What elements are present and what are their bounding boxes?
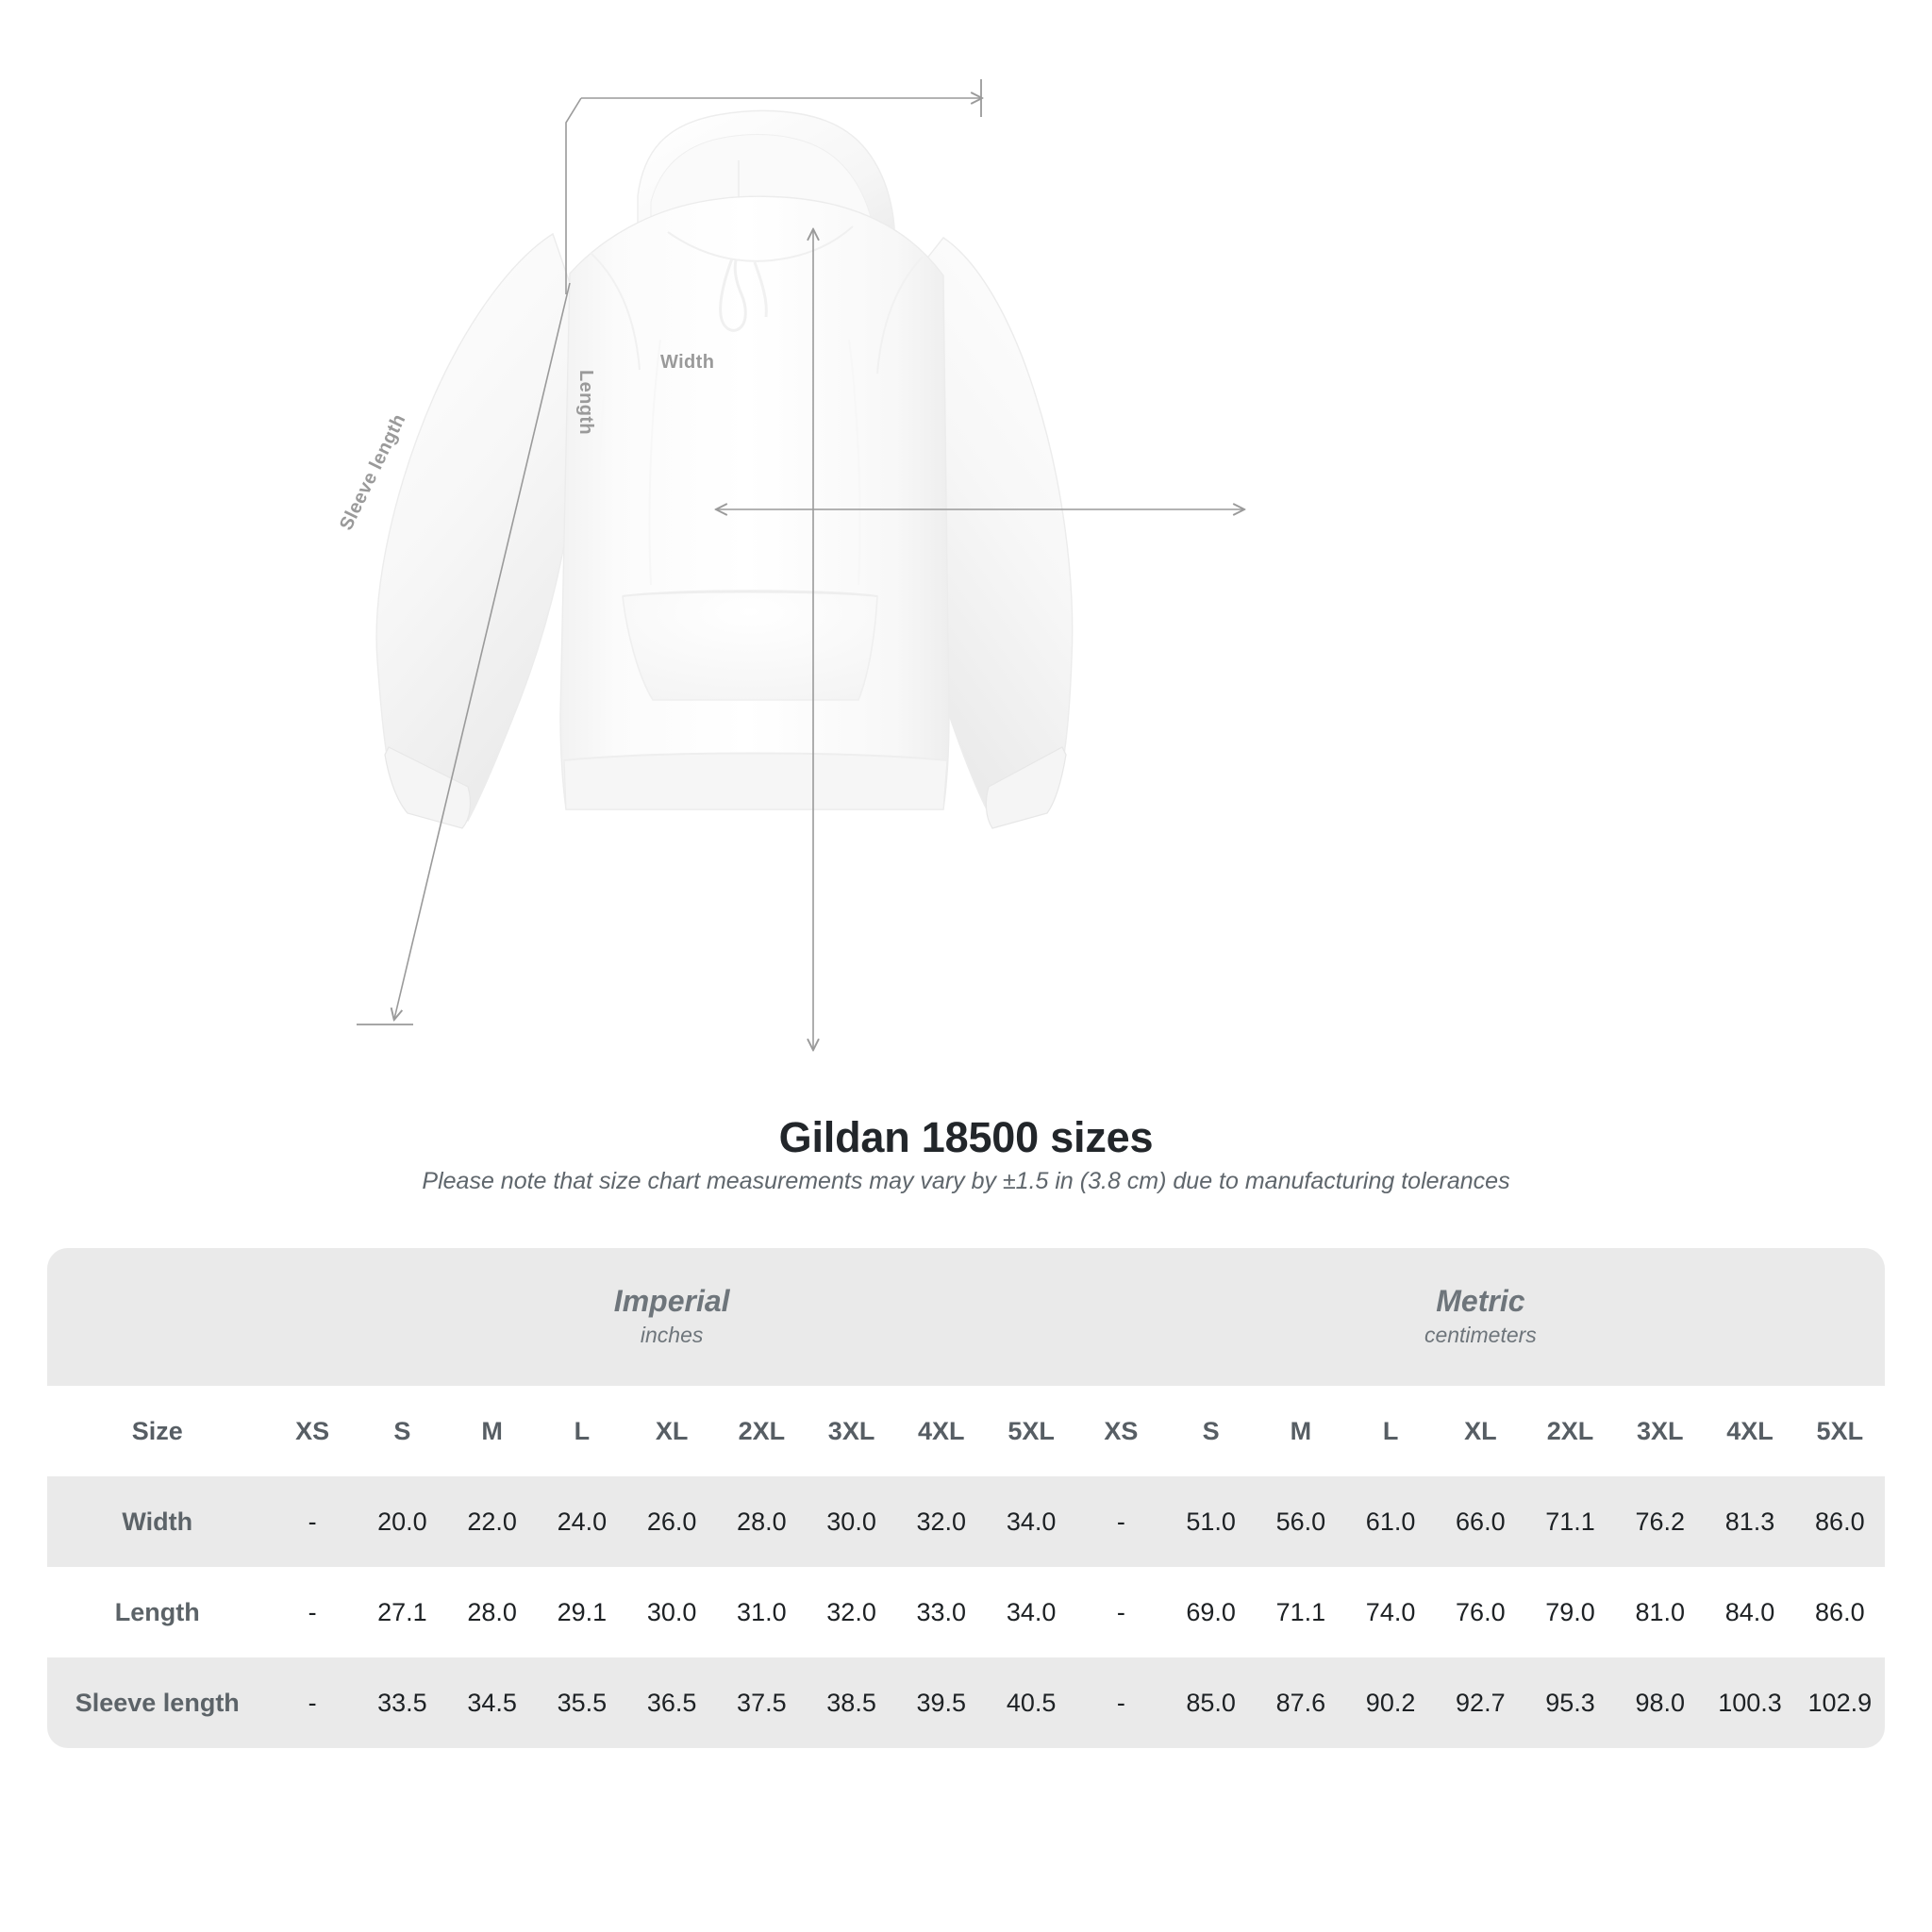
- cell-width-imperial-s: 20.0: [357, 1476, 448, 1567]
- cell-length-metric-4xl: 84.0: [1705, 1567, 1795, 1657]
- cell-width-metric-xl: 66.0: [1435, 1476, 1525, 1567]
- cell-width-imperial-l: 24.0: [537, 1476, 627, 1567]
- cell-length-imperial-5xl: 34.0: [986, 1567, 1076, 1657]
- cell-sleeve-imperial-3xl: 38.5: [806, 1657, 897, 1748]
- table-size-header-row: Size XS S M L XL 2XL 3XL 4XL 5XL XS S M …: [47, 1386, 1885, 1476]
- measurement-annotations: [357, 79, 1932, 1113]
- cell-width-metric-3xl: 76.2: [1615, 1476, 1706, 1567]
- cell-length-imperial-m: 28.0: [447, 1567, 538, 1657]
- table-row: Width - 20.0 22.0 24.0 26.0 28.0 30.0 32…: [47, 1476, 1885, 1567]
- cell-length-imperial-4xl: 33.0: [896, 1567, 987, 1657]
- row-label-width: Width: [47, 1476, 268, 1567]
- cell-length-imperial-2xl: 31.0: [716, 1567, 807, 1657]
- cell-width-metric-4xl: 81.3: [1705, 1476, 1795, 1567]
- width-dimension-label: Width: [660, 352, 715, 373]
- cell-sleeve-metric-xs: -: [1075, 1657, 1166, 1748]
- cell-sleeve-metric-4xl: 100.3: [1705, 1657, 1795, 1748]
- cell-sleeve-metric-2xl: 95.3: [1524, 1657, 1616, 1748]
- cell-length-imperial-3xl: 32.0: [806, 1567, 897, 1657]
- length-dimension-label: Length: [575, 370, 596, 436]
- system-name-metric: Metric: [1436, 1284, 1525, 1319]
- system-unit-metric: centimeters: [1424, 1322, 1537, 1347]
- cell-length-metric-s: 69.0: [1166, 1567, 1257, 1657]
- cell-length-metric-l: 74.0: [1345, 1567, 1436, 1657]
- cell-length-metric-m: 71.1: [1256, 1567, 1346, 1657]
- cell-width-metric-5xl: 86.0: [1794, 1476, 1885, 1567]
- size-header-metric-l: L: [1345, 1386, 1436, 1476]
- table-row: Sleeve length - 33.5 34.5 35.5 36.5 37.5…: [47, 1657, 1885, 1748]
- cell-length-imperial-xl: 30.0: [626, 1567, 717, 1657]
- table-system-header-row: Imperial inches Metric centimeters: [47, 1248, 1885, 1386]
- hoodie-illustration: [375, 109, 1074, 829]
- size-chart-table: Imperial inches Metric centimeters Size …: [47, 1248, 1885, 1748]
- row-label-sleeve-length: Sleeve length: [47, 1657, 268, 1748]
- cell-width-imperial-xl: 26.0: [626, 1476, 717, 1567]
- cell-sleeve-imperial-5xl: 40.5: [986, 1657, 1076, 1748]
- cell-sleeve-metric-s: 85.0: [1166, 1657, 1257, 1748]
- table-row: Length - 27.1 28.0 29.1 30.0 31.0 32.0 3…: [47, 1567, 1885, 1657]
- cell-length-imperial-xs: -: [267, 1567, 358, 1657]
- size-header-metric-2xl: 2XL: [1524, 1386, 1616, 1476]
- size-header-metric-xl: XL: [1435, 1386, 1525, 1476]
- cell-length-metric-xs: -: [1075, 1567, 1166, 1657]
- cell-sleeve-imperial-s: 33.5: [357, 1657, 448, 1748]
- cell-sleeve-metric-m: 87.6: [1256, 1657, 1346, 1748]
- size-header-metric-m: M: [1256, 1386, 1346, 1476]
- cell-length-metric-2xl: 79.0: [1524, 1567, 1616, 1657]
- cell-sleeve-imperial-4xl: 39.5: [896, 1657, 987, 1748]
- tolerance-note: Please note that size chart measurements…: [422, 1168, 1510, 1194]
- cell-sleeve-metric-3xl: 98.0: [1615, 1657, 1706, 1748]
- cell-sleeve-imperial-l: 35.5: [537, 1657, 627, 1748]
- cell-width-metric-xs: -: [1075, 1476, 1166, 1567]
- size-header-imperial-2xl: 2XL: [716, 1386, 807, 1476]
- size-chart-table-wrapper: Imperial inches Metric centimeters Size …: [47, 1248, 1885, 1748]
- cell-sleeve-metric-5xl: 102.9: [1794, 1657, 1885, 1748]
- size-header-imperial-s: S: [357, 1386, 448, 1476]
- size-header-imperial-3xl: 3XL: [806, 1386, 897, 1476]
- cell-length-metric-xl: 76.0: [1435, 1567, 1525, 1657]
- system-unit-imperial: inches: [640, 1322, 704, 1347]
- size-header-metric-3xl: 3XL: [1615, 1386, 1706, 1476]
- cell-sleeve-imperial-xl: 36.5: [626, 1657, 717, 1748]
- cell-width-imperial-4xl: 32.0: [896, 1476, 987, 1567]
- garment-diagram: Length Width Sleeve length: [336, 79, 1932, 1113]
- cell-sleeve-metric-l: 90.2: [1345, 1657, 1436, 1748]
- system-header-spacer: [47, 1248, 268, 1386]
- size-header-metric-5xl: 5XL: [1794, 1386, 1885, 1476]
- cell-width-imperial-3xl: 30.0: [806, 1476, 897, 1567]
- cell-width-metric-2xl: 71.1: [1524, 1476, 1616, 1567]
- cell-width-imperial-2xl: 28.0: [716, 1476, 807, 1567]
- cell-width-metric-m: 56.0: [1256, 1476, 1346, 1567]
- size-header-imperial-m: M: [447, 1386, 538, 1476]
- size-header-metric-xs: XS: [1075, 1386, 1166, 1476]
- cell-width-imperial-xs: -: [267, 1476, 358, 1567]
- cell-length-metric-3xl: 81.0: [1615, 1567, 1706, 1657]
- size-column-header: Size: [47, 1386, 268, 1476]
- cell-width-imperial-m: 22.0: [447, 1476, 538, 1567]
- size-header-imperial-l: L: [537, 1386, 627, 1476]
- cell-sleeve-imperial-xs: -: [267, 1657, 358, 1748]
- size-header-metric-s: S: [1166, 1386, 1257, 1476]
- cell-length-imperial-l: 29.1: [537, 1567, 627, 1657]
- size-header-imperial-xs: XS: [267, 1386, 358, 1476]
- cell-length-metric-5xl: 86.0: [1794, 1567, 1885, 1657]
- cell-sleeve-imperial-2xl: 37.5: [716, 1657, 807, 1748]
- system-name-imperial: Imperial: [613, 1284, 730, 1319]
- size-header-imperial-xl: XL: [626, 1386, 717, 1476]
- size-header-imperial-5xl: 5XL: [986, 1386, 1076, 1476]
- cell-sleeve-imperial-m: 34.5: [447, 1657, 538, 1748]
- cell-width-metric-l: 61.0: [1345, 1476, 1436, 1567]
- system-header-imperial: Imperial inches: [267, 1248, 1076, 1386]
- cell-width-imperial-5xl: 34.0: [986, 1476, 1076, 1567]
- size-header-imperial-4xl: 4XL: [896, 1386, 987, 1476]
- row-label-length: Length: [47, 1567, 268, 1657]
- cell-length-imperial-s: 27.1: [357, 1567, 448, 1657]
- size-header-metric-4xl: 4XL: [1705, 1386, 1795, 1476]
- page-title: Gildan 18500 sizes: [778, 1113, 1154, 1161]
- system-header-metric: Metric centimeters: [1075, 1248, 1885, 1386]
- cell-sleeve-metric-xl: 92.7: [1435, 1657, 1525, 1748]
- cell-width-metric-s: 51.0: [1166, 1476, 1257, 1567]
- title-block: Gildan 18500 sizes Please note that size…: [0, 1113, 1932, 1195]
